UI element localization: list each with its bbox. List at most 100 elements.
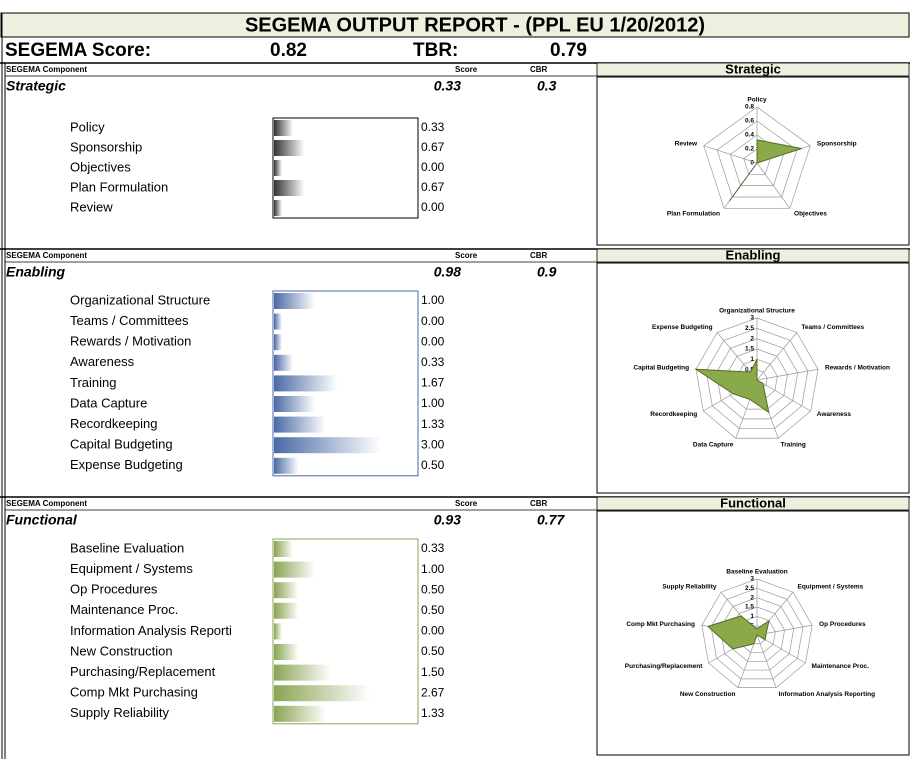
column-header: Score (455, 499, 478, 508)
component-label: New Construction (70, 643, 173, 658)
radar-grid (715, 338, 799, 420)
bar-frame (272, 117, 419, 219)
radar-axis-label: Awareness (817, 411, 852, 418)
report-title: SEGEMA OUTPUT REPORT - (PPL EU 1/20/2012… (245, 14, 705, 36)
component-value: 2.67 (421, 685, 445, 699)
radar-tick-label: 3 (750, 576, 754, 583)
component-value: 0.00 (421, 334, 445, 348)
component-value: 1.67 (421, 376, 445, 390)
radar-tick-label: 1 (750, 613, 754, 620)
component-value: 0.50 (421, 644, 445, 658)
radar-tick-label: 0.6 (745, 118, 754, 125)
section-cbr: 0.77 (537, 512, 565, 528)
component-value: 0.33 (421, 355, 445, 369)
section-score: 0.33 (434, 78, 461, 94)
component-label: Sponsorship (70, 139, 142, 154)
component-label: Purchasing/Replacement (70, 664, 216, 679)
radar-tick-label: 2 (750, 335, 754, 342)
component-label: Recordkeeping (70, 416, 157, 431)
column-header: SEGEMA Component (6, 251, 87, 260)
component-label: Review (70, 199, 113, 214)
radar-spoke (756, 379, 811, 412)
component-value: 0.00 (421, 160, 445, 174)
radar-axis-label: Expense Budgeting (652, 324, 713, 331)
component-label: Maintenance Proc. (70, 602, 178, 617)
radar-spoke (756, 332, 798, 381)
component-label: Data Capture (70, 395, 147, 410)
radar-area (694, 359, 770, 414)
data-bar (274, 334, 282, 351)
component-value: 0.67 (421, 140, 445, 154)
radar-axis-label: Organizational Structure (719, 308, 795, 315)
data-bar (274, 354, 293, 371)
radar-spoke (756, 162, 791, 209)
radar-area (706, 615, 770, 650)
section-cbr: 0.9 (537, 264, 557, 280)
radar-spoke (703, 145, 758, 164)
component-label: Training (70, 375, 116, 390)
component-value: 0.00 (421, 314, 445, 328)
data-bar (274, 644, 299, 660)
column-header: CBR (530, 251, 548, 260)
data-bar (274, 180, 305, 196)
radar-axis-label: Policy (747, 97, 767, 104)
component-label: Information Analysis Reporti (70, 623, 232, 638)
radar-axis-label: Equipment / Systems (797, 583, 863, 590)
radar-axis-label: New Construction (680, 691, 736, 698)
radar-grid (726, 348, 788, 410)
tbr-label: TBR: (413, 40, 458, 61)
component-value: 0.50 (421, 458, 445, 472)
component-label: Rewards / Motivation (70, 334, 191, 349)
data-bar (274, 602, 299, 619)
radar-tick-label: 0 (750, 160, 754, 167)
radar-tick-label: 1.5 (745, 604, 754, 611)
data-bar (274, 623, 282, 640)
column-header: Score (455, 251, 478, 260)
radar-tick-label: 3 (750, 315, 754, 322)
radar-axis-label: Op Procedures (819, 621, 866, 628)
radar-axis-label: Rewards / Motivation (825, 365, 890, 372)
bar-frame (272, 538, 419, 725)
radar-grid (716, 120, 798, 198)
section-name: Strategic (6, 78, 66, 94)
top-strip (0, 0, 910, 12)
radar-tick-label: 1.5 (745, 346, 754, 353)
radar-tick-label: 2.5 (745, 325, 754, 332)
column-header: CBR (530, 65, 548, 74)
data-bar (274, 160, 282, 176)
radar-area (729, 139, 802, 202)
radar-axis-label: Supply Reliability (662, 583, 717, 590)
component-value: 0.33 (421, 120, 445, 134)
data-bar (274, 437, 381, 454)
radar-tick-label: 2 (750, 594, 754, 601)
chart-title-bg (596, 248, 910, 263)
radar-axis-label: Training (781, 442, 806, 449)
chart-title: Enabling (726, 247, 781, 262)
radar-spoke (756, 634, 777, 688)
component-value: 0.00 (421, 624, 445, 638)
section-cbr: 0.3 (537, 78, 557, 94)
radar-spoke (756, 368, 819, 381)
radar-tick-label: 2.5 (745, 585, 754, 592)
radar-grid (705, 327, 809, 429)
radar-grid (701, 578, 813, 688)
section-name: Enabling (6, 264, 66, 280)
radar-axis-label: Review (675, 140, 698, 147)
radar-tick-label: 0.8 (745, 104, 754, 111)
score-label: SEGEMA Score: (5, 40, 151, 61)
radar-axis-label: Objectives (794, 211, 827, 218)
component-label: Equipment / Systems (70, 561, 193, 576)
data-bar (274, 375, 338, 392)
radar-axis-label: Information Analysis Reporting (779, 691, 876, 698)
title-bar (0, 12, 910, 38)
radar-tick-label: 0.5 (745, 366, 754, 373)
column-header: SEGEMA Component (6, 65, 87, 74)
bar-frame (272, 290, 419, 477)
component-value: 1.00 (421, 293, 445, 307)
component-value: 1.00 (421, 396, 445, 410)
data-bar (274, 200, 282, 216)
radar-grid (710, 587, 804, 680)
chart-title: Strategic (725, 61, 781, 76)
radar-axis-label: Capital Budgeting (633, 365, 689, 372)
component-value: 0.67 (421, 180, 445, 194)
